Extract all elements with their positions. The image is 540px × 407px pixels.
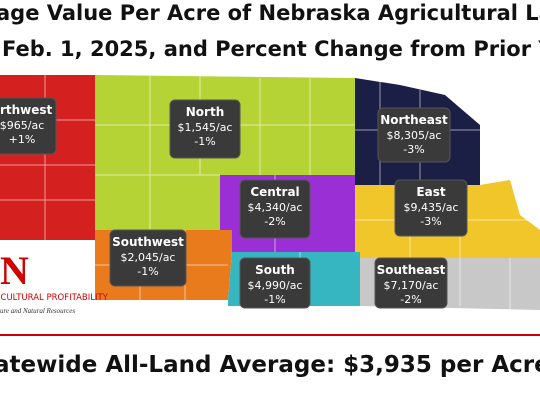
label-box — [374, 257, 448, 309]
region-change: -1% — [264, 293, 285, 306]
region-labels: orthwest$965/ac+1%North$1,545/ac-1%North… — [0, 97, 468, 309]
label-box — [0, 97, 57, 155]
region-change: -1% — [194, 135, 215, 148]
region-value: $2,045/ac — [121, 251, 176, 264]
region-change: -3% — [403, 143, 424, 156]
region-value: $1,545/ac — [178, 121, 233, 134]
logo-line-1: ICULTURAL PROFITABILITY — [0, 293, 109, 303]
logo: N ICULTURAL PROFITABILITY ture and Natur… — [0, 248, 109, 315]
title-line-1: age Value Per Acre of Nebraska Agricultu… — [0, 1, 540, 25]
region-name: Southwest — [112, 235, 184, 249]
region-name: Northeast — [380, 113, 448, 127]
logo-line-2: ture and Natural Resources — [0, 307, 75, 315]
label-box — [239, 257, 311, 309]
region-value: $9,435/ac — [404, 201, 459, 214]
region-name: East — [416, 185, 445, 199]
region-value: $7,170/ac — [384, 279, 439, 292]
region-change: -2% — [400, 293, 421, 306]
label-box — [109, 229, 187, 287]
title-line-2: Feb. 1, 2025, and Percent Change from Pr… — [2, 37, 540, 61]
region-value: $4,990/ac — [248, 279, 303, 292]
region-change: +1% — [9, 133, 36, 146]
region-name: North — [186, 105, 224, 119]
region-value: $965/ac — [0, 119, 44, 132]
region-change: -1% — [137, 265, 158, 278]
region-change: -3% — [420, 215, 441, 228]
logo-letter: N — [0, 248, 29, 293]
region-value: $8,305/ac — [387, 129, 442, 142]
region-value: $4,340/ac — [248, 201, 303, 214]
label-box — [239, 179, 311, 239]
label-box — [169, 99, 241, 159]
label-box — [377, 107, 451, 163]
label-box — [394, 179, 468, 237]
region-name: orthwest — [0, 103, 53, 117]
region-name: Southeast — [377, 263, 446, 277]
region-name: South — [255, 263, 295, 277]
region-change: -2% — [264, 215, 285, 228]
footer-text: atewide All-Land Average: $3,935 per Acr… — [0, 352, 540, 378]
region-name: Central — [250, 185, 299, 199]
